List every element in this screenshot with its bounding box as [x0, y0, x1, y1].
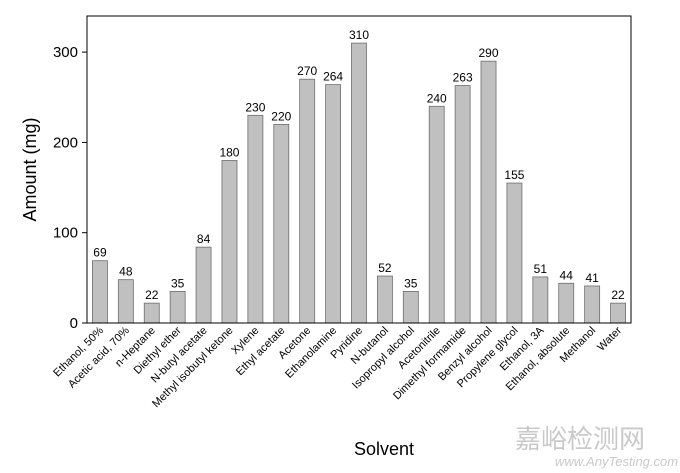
data-label: 44 — [560, 268, 574, 282]
bar — [195, 246, 212, 324]
data-label: 52 — [378, 261, 392, 275]
category-label: Water — [595, 324, 624, 353]
y-tick-label: 0 — [70, 315, 78, 332]
bar — [584, 285, 601, 324]
bar — [143, 302, 160, 324]
bar — [454, 85, 471, 324]
data-label: 48 — [119, 265, 133, 279]
bar — [273, 123, 290, 324]
bar — [247, 114, 264, 324]
data-label: 155 — [504, 168, 524, 182]
data-label: 264 — [323, 70, 343, 84]
bar — [351, 42, 367, 324]
data-label: 51 — [534, 262, 548, 276]
data-label: 22 — [611, 288, 625, 302]
bar — [325, 84, 342, 324]
bar — [532, 276, 549, 324]
data-label: 35 — [404, 276, 418, 290]
data-label: 230 — [245, 100, 265, 114]
data-label: 310 — [349, 28, 369, 42]
data-label: 240 — [427, 91, 447, 105]
data-label: 22 — [145, 288, 159, 302]
data-label: 69 — [93, 246, 107, 260]
y-axis-title: Amount (mg) — [20, 117, 40, 221]
category-labels: Ethanol, 50%Acetic acid, 70%n-HeptaneDie… — [51, 324, 624, 410]
bar — [299, 78, 316, 324]
bar — [428, 105, 445, 324]
bar — [221, 160, 238, 324]
data-label: 84 — [197, 232, 211, 246]
y-tick-label: 300 — [53, 44, 78, 61]
bars — [92, 42, 626, 324]
data-labels: 69 48 22 35 84 180 230 220 270 264 310 52 35 240 263 29… — [93, 28, 625, 302]
y-tick-label: 100 — [53, 225, 78, 242]
x-axis-title: Solvent — [354, 439, 414, 459]
plot-frame — [86, 15, 632, 324]
watermark-english: www.AnyTesting.com — [555, 454, 678, 469]
y-axis-ticks: 0 100 200 300 — [53, 44, 87, 332]
bar — [506, 182, 523, 324]
data-label: 180 — [219, 145, 239, 159]
bar — [92, 260, 108, 324]
watermark-chinese: 嘉峪检测网 — [515, 425, 645, 455]
data-label: 41 — [585, 271, 599, 285]
bar — [117, 279, 134, 324]
data-label: 35 — [171, 276, 185, 290]
data-label: 263 — [453, 71, 473, 85]
data-label: 220 — [271, 109, 291, 123]
bar — [610, 302, 626, 324]
bar — [402, 290, 419, 324]
bar — [558, 282, 575, 324]
bar — [480, 60, 497, 324]
data-label: 290 — [479, 46, 499, 60]
y-tick-label: 200 — [53, 134, 78, 151]
bar — [169, 290, 186, 324]
data-label: 270 — [297, 64, 317, 78]
bar — [376, 275, 393, 324]
